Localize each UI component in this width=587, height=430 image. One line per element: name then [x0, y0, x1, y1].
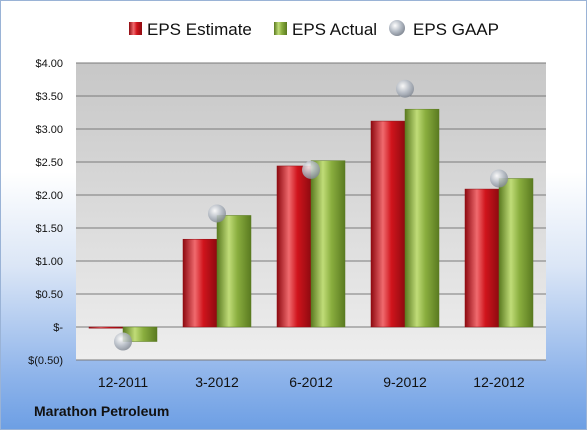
legend: EPS Estimate EPS Actual EPS GAAP — [129, 20, 499, 39]
y-tick-label: $(0.50) — [28, 355, 63, 367]
x-category-label: 9-2012 — [383, 374, 427, 390]
x-axis-labels: 12-2011 3-2012 6-2012 9-2012 12-2012 — [98, 374, 525, 390]
legend-swatch-actual — [274, 22, 287, 35]
x-category-label: 12-2012 — [473, 374, 525, 390]
gaap-marker — [208, 204, 226, 223]
legend-swatch-gaap — [389, 20, 405, 36]
estimate-bar — [88, 326, 124, 329]
y-axis-ticks: $(0.50) $- $0.50 $1.00 $1.50 $2.00 $2.50 $3.00 $… — [28, 58, 63, 367]
actual-bar — [216, 215, 252, 328]
gaap-marker — [490, 169, 508, 188]
x-category-label: 12-2011 — [98, 374, 149, 390]
y-tick-label: $- — [53, 322, 63, 334]
y-tick-label: $0.50 — [35, 289, 63, 301]
bars — [88, 108, 534, 342]
actual-bar — [310, 160, 346, 328]
y-tick-label: $3.50 — [35, 91, 63, 103]
legend-item-gaap: EPS GAAP — [389, 20, 499, 39]
legend-item-estimate: EPS Estimate — [129, 20, 252, 39]
actual-bar — [498, 178, 534, 328]
legend-item-actual: EPS Actual — [274, 20, 377, 39]
y-tick-label: $1.00 — [35, 256, 63, 268]
legend-label-actual: EPS Actual — [292, 20, 377, 39]
estimate-bar — [182, 238, 218, 328]
actual-bar — [404, 108, 440, 328]
estimate-bar — [370, 120, 406, 328]
estimate-bar — [464, 188, 500, 328]
y-tick-label: $3.00 — [35, 124, 63, 136]
estimate-bar — [276, 165, 312, 328]
y-tick-label: $1.50 — [35, 223, 63, 235]
company-name: Marathon Petroleum — [34, 403, 170, 419]
y-tick-label: $4.00 — [35, 58, 63, 70]
gaap-marker — [302, 160, 320, 179]
y-tick-label: $2.00 — [35, 190, 63, 202]
x-category-label: 3-2012 — [195, 374, 239, 390]
legend-swatch-estimate — [129, 22, 142, 35]
legend-label-estimate: EPS Estimate — [147, 20, 252, 39]
gaap-marker — [114, 332, 132, 351]
gaap-markers — [114, 79, 508, 351]
x-category-label: 6-2012 — [289, 374, 333, 390]
y-tick-label: $2.50 — [35, 157, 63, 169]
legend-label-gaap: EPS GAAP — [413, 20, 499, 39]
gaap-marker — [396, 79, 414, 98]
